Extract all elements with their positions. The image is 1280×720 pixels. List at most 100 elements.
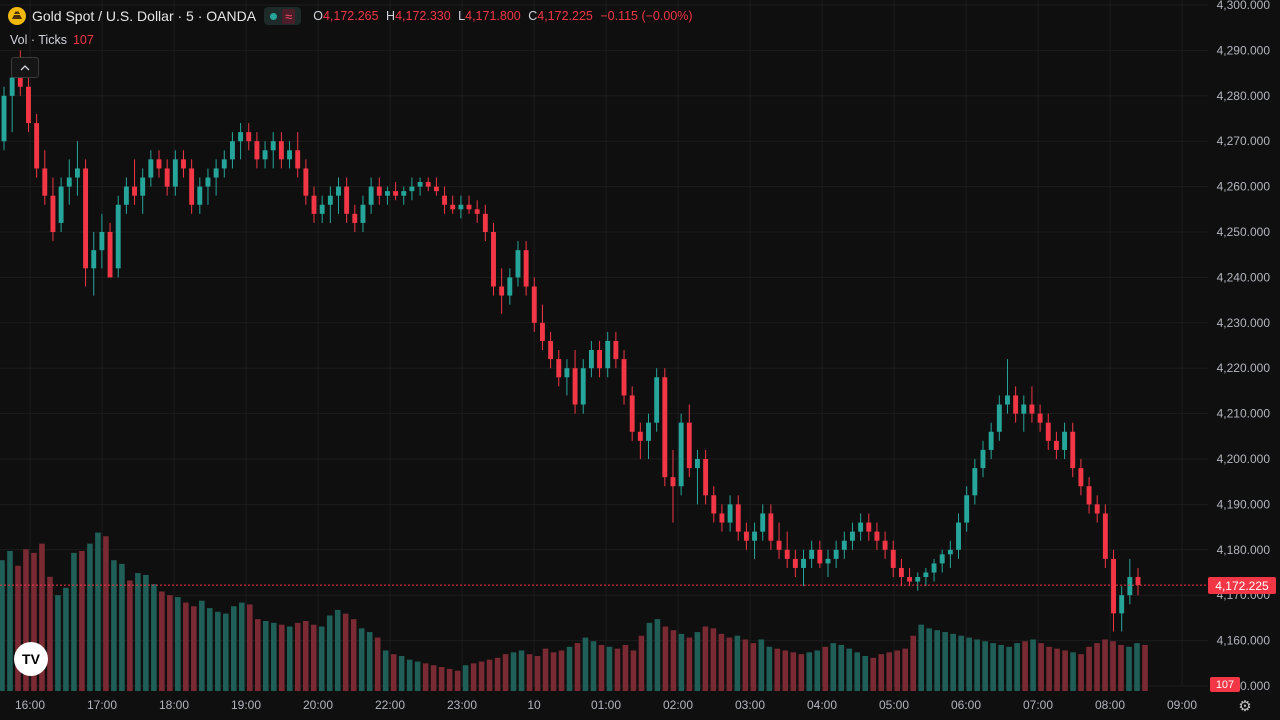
- volume-bar: [199, 600, 205, 691]
- candle-body: [743, 531, 749, 541]
- volume-bar: [1054, 648, 1060, 691]
- candle-body: [1111, 558, 1116, 614]
- time-tick-label: 07:00: [1023, 698, 1053, 712]
- volume-bar: [1126, 646, 1132, 691]
- price-tick-label: 4,230.000: [1217, 316, 1271, 330]
- volume-bar: [894, 650, 901, 691]
- time-tick-label: 23:00: [447, 698, 477, 712]
- candle-body: [433, 186, 439, 192]
- tradingview-logo[interactable]: TV: [14, 642, 48, 676]
- gold-coin-icon: [8, 7, 26, 25]
- candle-body: [336, 186, 341, 196]
- time-tick-label: 19:00: [231, 698, 261, 712]
- volume-bar: [950, 633, 956, 691]
- time-tick-label: 06:00: [951, 698, 981, 712]
- market-open-dot-icon: [270, 12, 278, 20]
- volume-bar: [846, 648, 853, 691]
- volume-bar: [638, 635, 645, 691]
- volume-bar: [167, 595, 173, 691]
- candle-body: [1119, 595, 1125, 614]
- candle-body: [66, 177, 72, 187]
- candle-body: [874, 531, 880, 541]
- volume-bar: [758, 639, 765, 691]
- volume-bar: [902, 648, 909, 691]
- volume-bar: [718, 633, 725, 691]
- candle-body: [99, 232, 105, 251]
- candle-body: [74, 168, 80, 178]
- candle-body: [727, 504, 733, 523]
- volume-bar: [143, 574, 149, 691]
- price-tick-label: 4,260.000: [1217, 180, 1271, 194]
- market-status-badge[interactable]: ≈: [264, 7, 302, 25]
- volume-bar: [790, 652, 797, 691]
- volume-bars: [0, 532, 1148, 691]
- candle-body: [956, 522, 961, 550]
- price-tick-label: 4,190.000: [1217, 497, 1271, 511]
- volume-bar: [742, 639, 749, 691]
- volume-bar: [334, 609, 341, 691]
- candle-body: [26, 86, 31, 124]
- time-tick-label: 22:00: [375, 698, 405, 712]
- candle-body: [238, 132, 244, 142]
- candle-body: [1013, 395, 1019, 414]
- volume-legend[interactable]: Vol · Ticks 107: [10, 33, 94, 47]
- volume-bar: [702, 626, 709, 691]
- volume-bar: [0, 560, 5, 691]
- candle-body: [1005, 395, 1010, 405]
- symbol-title[interactable]: Gold Spot / U.S. Dollar · 5 · OANDA: [32, 8, 257, 24]
- volume-bar: [1142, 644, 1148, 691]
- time-tick-label: 08:00: [1095, 698, 1125, 712]
- volume-bar: [534, 656, 541, 691]
- volume-bar: [670, 630, 677, 691]
- candle-body: [678, 422, 684, 487]
- volume-bar: [942, 632, 948, 691]
- candle-body: [768, 513, 774, 541]
- volume-bar: [318, 626, 325, 691]
- volume-bar: [654, 619, 661, 691]
- candle-body: [580, 368, 586, 405]
- candle-body: [1135, 577, 1141, 586]
- volume-bar: [1022, 641, 1028, 691]
- candle-body: [50, 195, 56, 232]
- price-tick-label: 4,210.000: [1217, 407, 1271, 421]
- volume-bar: [223, 613, 229, 691]
- settings-gear-icon[interactable]: ⚙: [1238, 698, 1252, 715]
- volume-bar: [294, 622, 301, 691]
- candle-body: [572, 368, 578, 405]
- candle-body: [107, 232, 113, 278]
- collapse-legend-button[interactable]: [11, 57, 39, 78]
- volume-bar: [958, 635, 964, 691]
- volume-bar: [310, 624, 317, 691]
- volume-bar: [542, 648, 549, 691]
- high-value: 4,172.330: [395, 9, 451, 23]
- candle-body: [850, 531, 855, 541]
- candle-body: [270, 141, 276, 151]
- candle-body: [556, 359, 562, 378]
- volume-bar: [806, 652, 813, 691]
- volume-bar: [870, 657, 877, 691]
- low-value: 4,171.800: [465, 9, 521, 23]
- time-tick-label: 03:00: [735, 698, 765, 712]
- volume-bar: [1086, 646, 1092, 691]
- candle-body: [629, 395, 635, 432]
- change-value: −0.115 (−0.00%): [600, 9, 693, 23]
- volume-bar: [630, 650, 637, 691]
- candle-body: [1062, 431, 1068, 450]
- candle-body: [605, 340, 611, 369]
- candle-body: [368, 186, 374, 205]
- volume-bar: [183, 602, 189, 691]
- candle-body: [923, 572, 929, 578]
- volume-bar: [574, 643, 581, 691]
- candle-body: [189, 168, 195, 205]
- high-label: H: [386, 9, 396, 23]
- volume-bar: [111, 560, 117, 691]
- candle-body: [947, 549, 953, 555]
- candle-body: [450, 204, 456, 210]
- volume-bar: [822, 646, 829, 691]
- volume-bar: [430, 665, 437, 691]
- candle-body: [287, 150, 292, 160]
- volume-bar: [326, 615, 333, 691]
- candle-body: [91, 250, 97, 269]
- volume-bar: [119, 563, 125, 691]
